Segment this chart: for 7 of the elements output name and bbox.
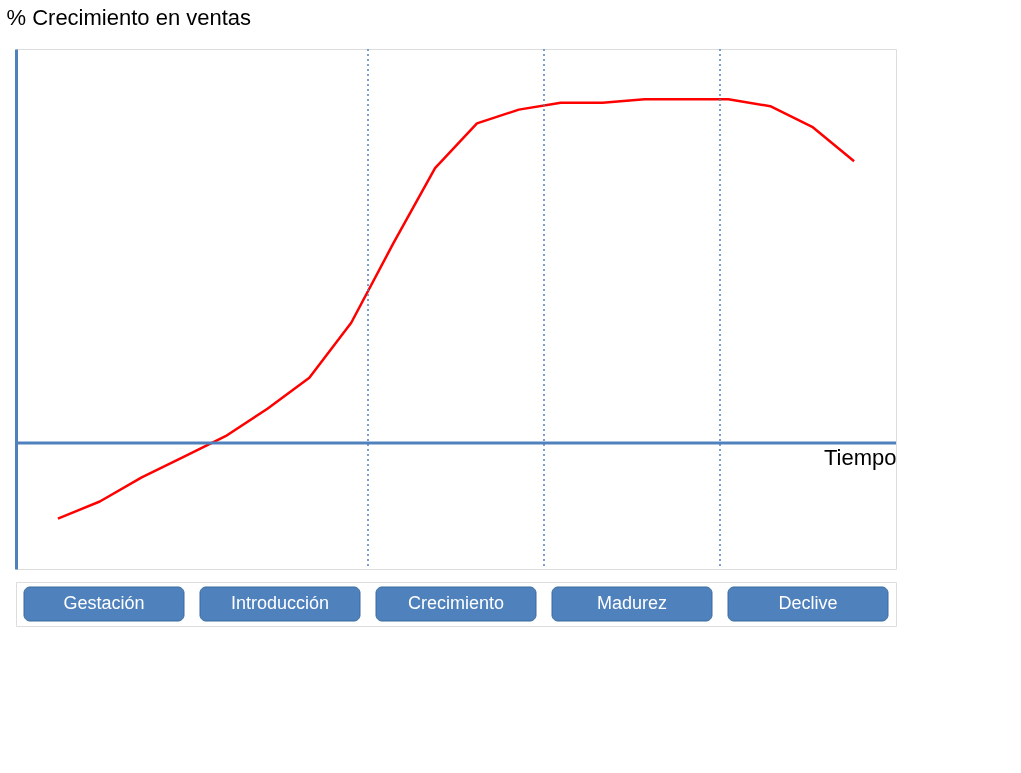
text: Gestación (63, 593, 145, 613)
text: Introducción (230, 593, 330, 613)
text: Madurez (596, 593, 668, 613)
y-axis-title: % Crecimiento en ventas (6, 4, 252, 30)
x-axis-title: Tiempo (823, 444, 897, 470)
text: Declive (778, 593, 838, 613)
text: Crecimiento (407, 593, 505, 613)
